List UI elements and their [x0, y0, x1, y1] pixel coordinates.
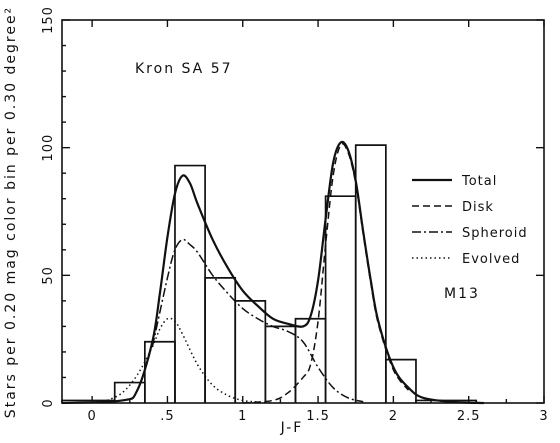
x-tick-label: .5 [160, 409, 174, 424]
cluster-annotation: M13 [444, 286, 480, 302]
series-evolved-line [106, 317, 273, 404]
y-tick-label: 100 [41, 134, 56, 162]
model-curves [61, 140, 484, 405]
series-disk-line [242, 143, 410, 404]
series-spheroid-line [151, 238, 364, 403]
legend-label-disk: Disk [462, 200, 494, 215]
y-tick-label: 50 [41, 266, 56, 285]
histogram-bar [324, 195, 357, 403]
field-annotation: Kron SA 57 [135, 61, 233, 77]
histogram-bar [294, 317, 327, 403]
x-tick-label: 2 [389, 409, 398, 424]
histogram-bar [384, 358, 417, 403]
y-axis-label: Stars per 0.20 mag color bin per 0.30 de… [3, 6, 19, 418]
x-tick-label: 1 [238, 409, 247, 424]
plot-frame [61, 19, 545, 404]
legend-label-evolved: Evolved [462, 252, 520, 267]
x-tick-label: 1.5 [306, 409, 330, 424]
histogram-bar [264, 325, 297, 403]
x-tick-label: 2.5 [457, 409, 481, 424]
y-tick-label: 0 [41, 398, 56, 407]
y-tick-labels: 0 50 100 150 [41, 6, 56, 408]
legend-label-spheroid: Spheroid [462, 226, 528, 241]
x-tick-labels: 0 .5 1 1.5 2 2.5 3 [87, 409, 548, 424]
histogram-bar [234, 300, 267, 403]
histogram [61, 144, 478, 403]
y-tick-label: 150 [41, 6, 56, 34]
legend-label-total: Total [461, 174, 497, 189]
histogram-bar [354, 144, 387, 403]
legend: Total Disk Spheroid Evolved [412, 174, 528, 267]
x-tick-label: 3 [539, 409, 548, 424]
x-tick-label: 0 [87, 409, 96, 424]
histogram-bar [174, 164, 206, 403]
x-axis-label: J-F [280, 420, 304, 436]
